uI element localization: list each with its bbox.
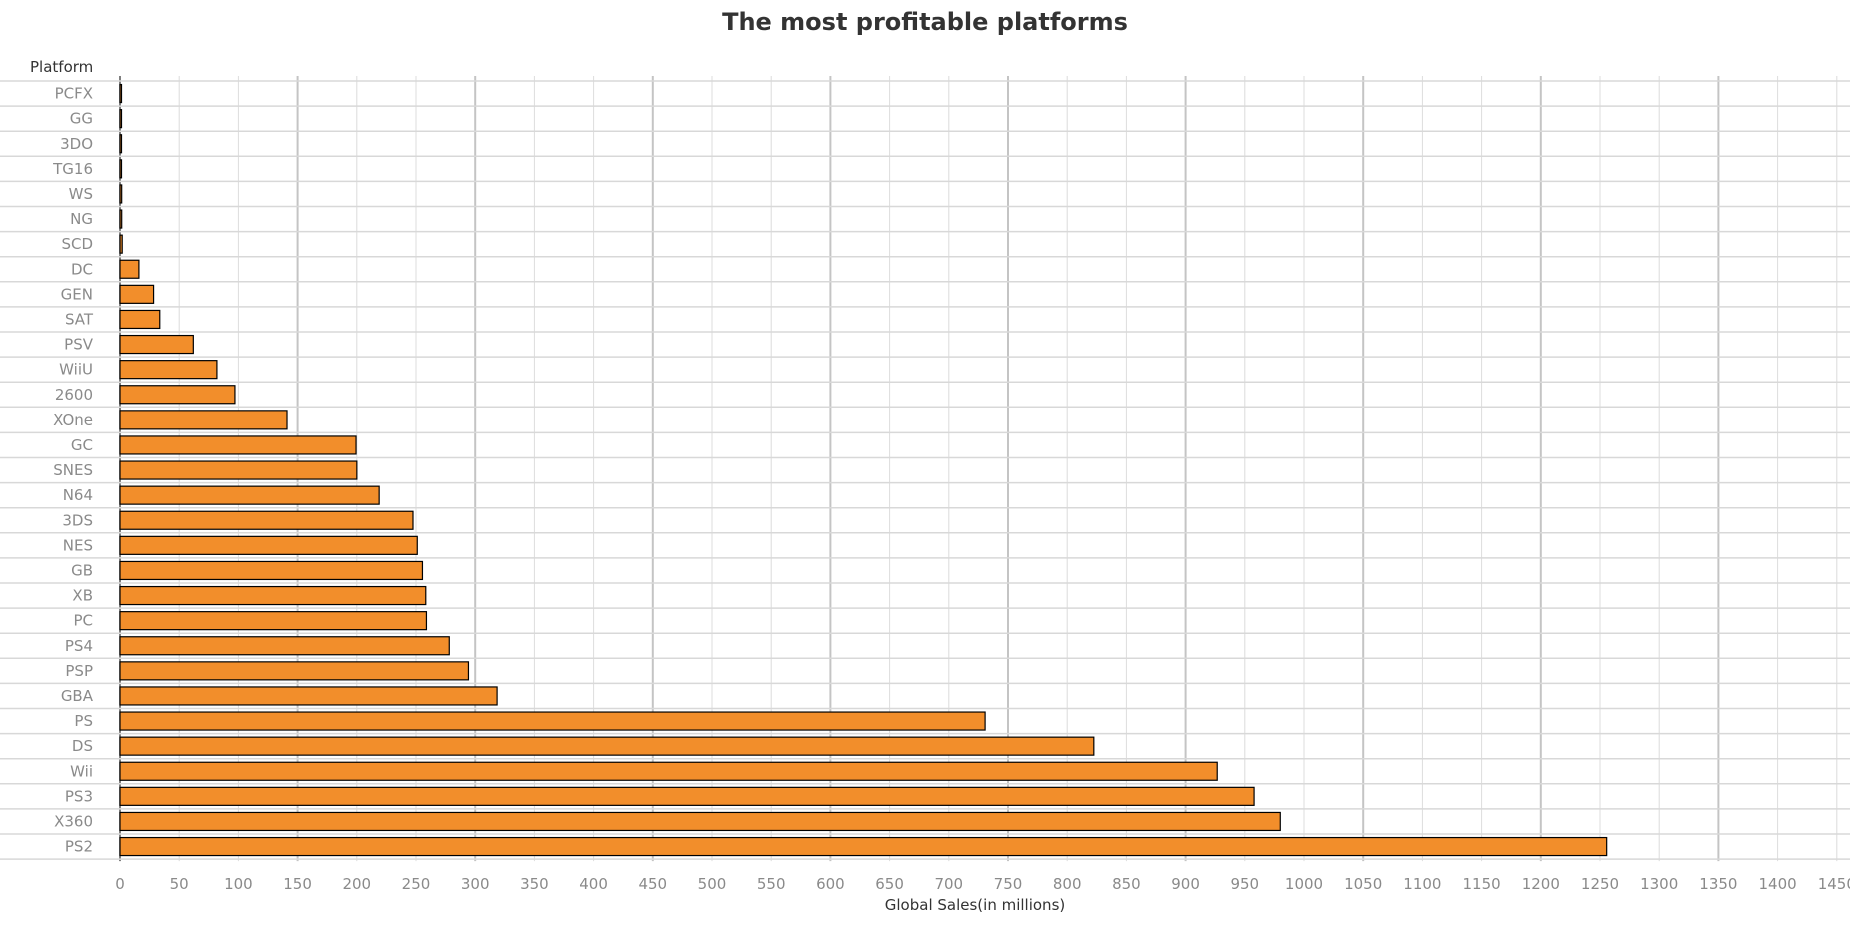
- bar-xb: [119, 585, 427, 606]
- x-tick-label: 1400: [1759, 875, 1797, 893]
- y-tick-label: X360: [54, 812, 93, 830]
- x-tick-label: 250: [402, 875, 431, 893]
- x-tick-label: 500: [698, 875, 727, 893]
- bar-pcfx: [119, 83, 123, 104]
- y-tick-label: GEN: [61, 285, 93, 303]
- y-tick-label: TG16: [52, 160, 93, 178]
- bar-psv: [119, 334, 194, 355]
- x-tick-label: 150: [283, 875, 312, 893]
- x-tick-label: 1050: [1344, 875, 1382, 893]
- bar-tg16: [119, 159, 123, 179]
- x-tick-label: 950: [1230, 875, 1259, 893]
- y-tick-label: XOne: [53, 411, 93, 429]
- x-tick-label: 350: [520, 875, 549, 893]
- y-tick-label: NG: [70, 210, 93, 228]
- y-tick-label: GC: [71, 436, 93, 454]
- bar-gb: [119, 560, 424, 581]
- bar-3do: [119, 134, 123, 154]
- y-tick-label: PS: [74, 712, 93, 730]
- x-tick-label: 700: [934, 875, 963, 893]
- y-tick-label: WiiU: [59, 361, 93, 379]
- x-tick-label: 1300: [1640, 875, 1678, 893]
- bar-ps3: [119, 786, 1255, 806]
- bar-3ds: [119, 510, 414, 530]
- bar-ps4: [119, 636, 450, 656]
- x-tick-label: 800: [1053, 875, 1082, 893]
- bar-gc: [119, 435, 357, 455]
- x-tick-label: 1250: [1581, 875, 1619, 893]
- x-tick-label: 750: [994, 875, 1023, 893]
- x-tick-label: 50: [170, 875, 189, 893]
- bar-gen: [119, 284, 155, 304]
- y-tick-label: PSV: [64, 336, 94, 354]
- y-tick-label: GB: [71, 561, 93, 579]
- x-axis-label: Global Sales(in millions): [884, 896, 1066, 914]
- x-tick-label: 400: [579, 875, 608, 893]
- bar-sat: [119, 309, 161, 330]
- x-tick-labels: 0 50 100 150 200 250 300 350 400 450 500 550 600 650 7…: [115, 875, 1850, 893]
- bars-layer: [119, 83, 1608, 857]
- y-tick-label: NES: [63, 536, 93, 554]
- chart-title: The most profitable platforms: [722, 8, 1128, 36]
- bar-n64: [119, 485, 380, 505]
- bar-ds: [119, 736, 1095, 756]
- y-tick-label: 3DS: [62, 511, 93, 529]
- y-tick-label: PCFX: [55, 85, 93, 103]
- x-tick-label: 650: [875, 875, 904, 893]
- x-tick-label: 550: [757, 875, 786, 893]
- y-tick-label: DC: [71, 260, 93, 278]
- bar-nes: [119, 535, 418, 555]
- y-tick-label: XB: [72, 587, 93, 605]
- bar-wii: [119, 761, 1218, 781]
- bar-wiiu: [119, 360, 218, 380]
- y-tick-label: DS: [72, 737, 93, 755]
- bar-gg: [119, 109, 123, 129]
- bar-gba: [119, 686, 498, 706]
- bar-snes: [119, 460, 358, 480]
- bar-pc: [119, 611, 428, 631]
- y-tick-label: N64: [63, 486, 93, 504]
- bar-scd: [119, 234, 123, 254]
- bar-psp: [119, 661, 470, 681]
- bar-ps: [119, 711, 986, 731]
- x-tick-label: 0: [115, 875, 125, 893]
- x-tick-label: 600: [816, 875, 845, 893]
- x-tick-label: 450: [638, 875, 667, 893]
- x-tick-label: 1150: [1463, 875, 1501, 893]
- y-tick-label: PC: [73, 612, 93, 630]
- y-tick-label: PS4: [65, 637, 93, 655]
- bar-dc: [119, 259, 140, 279]
- y-tick-label: PS2: [65, 838, 93, 856]
- x-tick-label: 850: [1112, 875, 1141, 893]
- y-tick-label: 3DO: [60, 135, 93, 153]
- y-tick-label: GG: [70, 110, 93, 128]
- y-tick-label: SNES: [53, 461, 93, 479]
- x-tick-label: 200: [342, 875, 371, 893]
- bar-ws: [119, 184, 123, 204]
- y-axis-header: Platform: [30, 58, 94, 76]
- y-tick-label: GBA: [61, 687, 94, 705]
- bar-ng: [119, 209, 123, 229]
- y-tick-label: SCD: [61, 235, 93, 253]
- x-tick-label: 1450: [1818, 875, 1850, 893]
- bar-ps2: [119, 836, 1608, 857]
- x-tick-label: 100: [224, 875, 253, 893]
- y-tick-label: SAT: [65, 310, 94, 328]
- x-tick-label: 1100: [1403, 875, 1441, 893]
- x-tick-label: 1000: [1285, 875, 1323, 893]
- bar-2600: [119, 385, 236, 405]
- bar-x360: [119, 811, 1281, 832]
- x-tick-label: 1350: [1699, 875, 1737, 893]
- y-tick-label: PS3: [65, 787, 93, 805]
- y-tick-label: WS: [69, 185, 93, 203]
- x-tick-label: 300: [461, 875, 490, 893]
- y-tick-labels: PCFX GG 3DO TG16 WS NG SCD DC GEN SAT PSV WiiU 2600 X…: [52, 85, 94, 856]
- y-tick-label: 2600: [55, 386, 93, 404]
- x-tick-label: 1200: [1522, 875, 1560, 893]
- x-tick-label: 900: [1171, 875, 1200, 893]
- y-tick-label: Wii: [70, 762, 93, 780]
- y-tick-label: PSP: [65, 662, 93, 680]
- bar-xone: [119, 410, 288, 430]
